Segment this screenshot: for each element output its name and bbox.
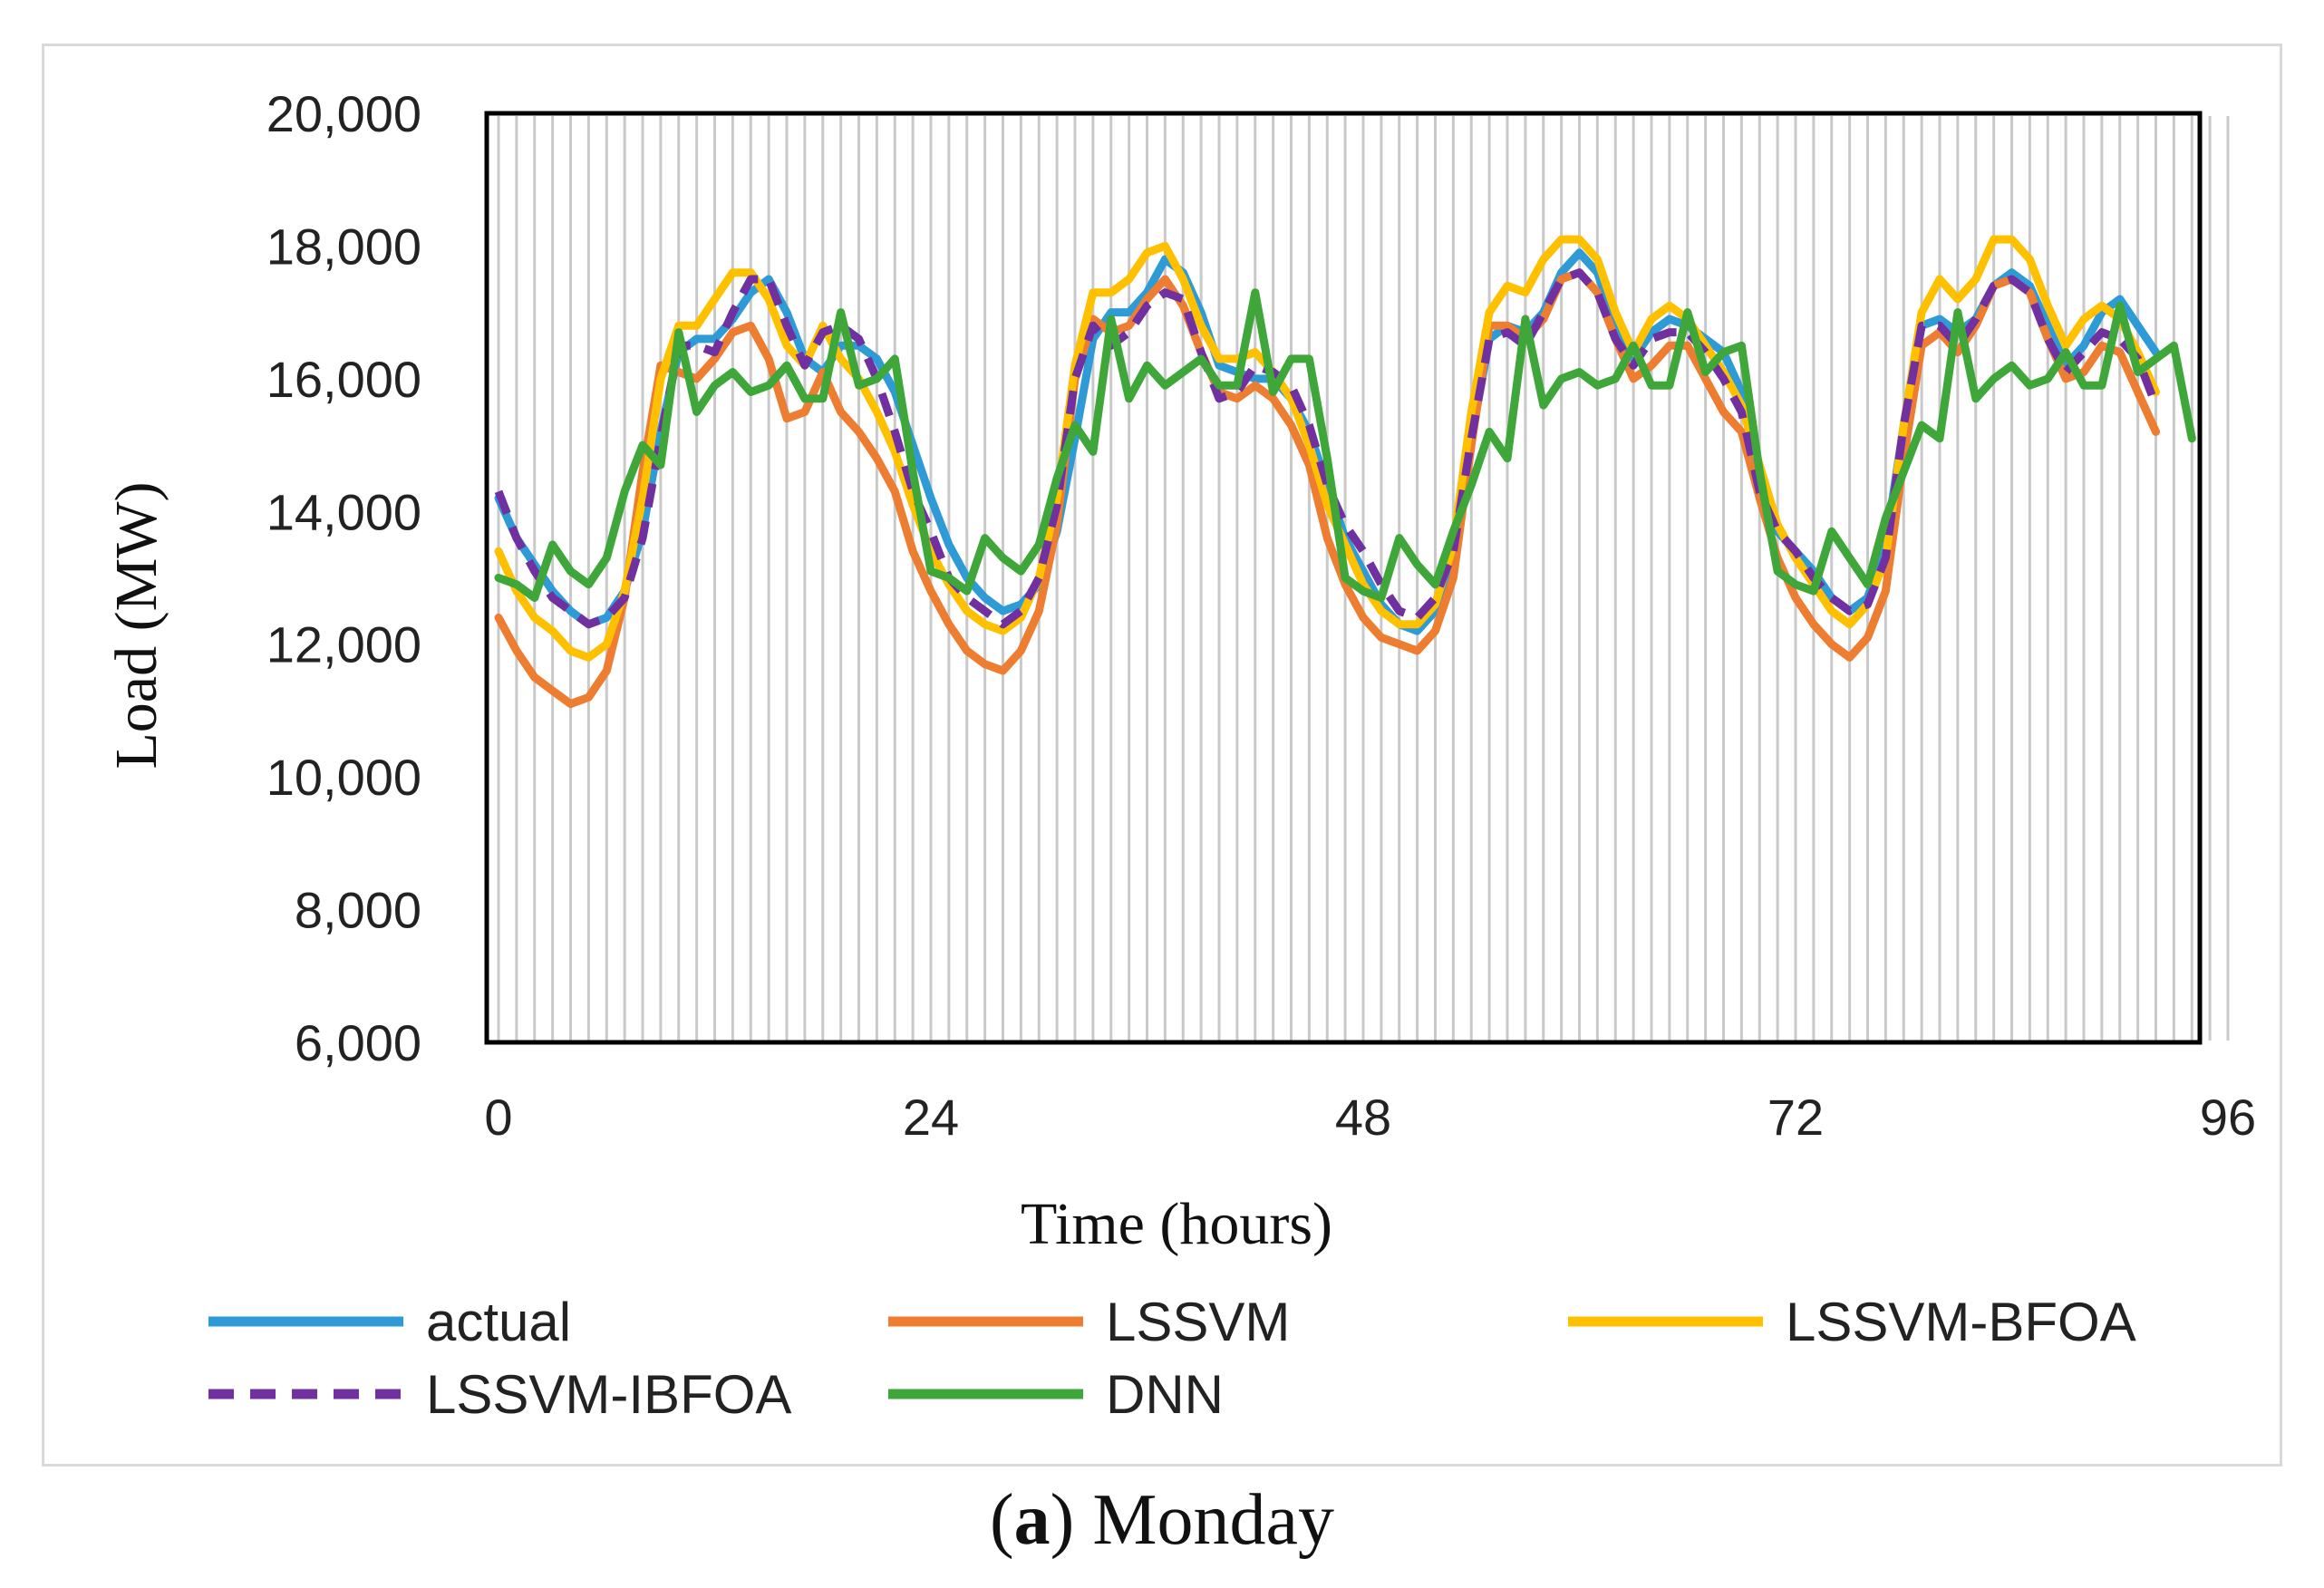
legend-label-lssvm-bfoa: LSSVM-BFOA <box>1786 1292 2136 1352</box>
legend-label-lssvm-ibfoa: LSSVM-IBFOA <box>426 1364 791 1425</box>
y-tick-label: 10,000 <box>266 749 421 806</box>
series-line-lssvm-ibfoa <box>494 268 2160 629</box>
caption-letter: a <box>1013 1480 1051 1560</box>
y-axis-ticks: 6,000 8,000 10,000 12,000 14,000 16,000 18,000… <box>266 85 421 1071</box>
legend-label-actual: actual <box>426 1292 571 1352</box>
y-tick-label: 8,000 <box>295 882 421 939</box>
y-tick-label: 12,000 <box>266 616 421 673</box>
y-axis-title: Load (MW) <box>103 481 169 769</box>
y-tick-label: 14,000 <box>266 483 421 540</box>
y-tick-label: 16,000 <box>266 351 421 408</box>
y-tick-label: 6,000 <box>295 1014 421 1071</box>
x-tick-label: 72 <box>1767 1089 1824 1146</box>
y-tick-label: 18,000 <box>266 218 421 275</box>
x-axis-ticks: 0 24 48 72 96 <box>484 1089 2256 1146</box>
series-line-lssvm-bfoa <box>494 235 2160 662</box>
caption-open: ( <box>990 1480 1014 1560</box>
x-tick-label: 0 <box>484 1089 512 1146</box>
caption-text: ) Monday <box>1050 1480 1334 1560</box>
x-tick-label: 48 <box>1335 1089 1391 1146</box>
x-tick-label: 24 <box>903 1089 959 1146</box>
series-line-dnn <box>494 288 2196 602</box>
plot-border <box>484 111 2203 1045</box>
legend-label-dnn: DNN <box>1106 1364 1224 1425</box>
y-tick-label: 20,000 <box>266 85 421 142</box>
series-layer <box>494 235 2196 709</box>
legend: actual LSSVM LSSVM-BFOA LSSVM-IBFOA DNN <box>208 1292 2136 1425</box>
x-tick-label: 96 <box>2200 1089 2256 1146</box>
legend-label-lssvm: LSSVM <box>1106 1292 1290 1352</box>
x-axis-title: Time (hours) <box>1021 1191 1332 1257</box>
figure-caption: (a) Monday <box>0 1479 2324 1562</box>
